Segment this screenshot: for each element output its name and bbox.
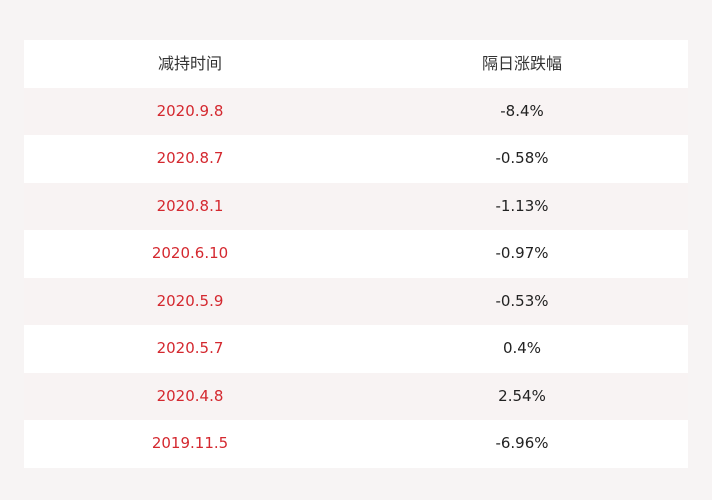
change-cell: -6.96% bbox=[495, 434, 549, 453]
table-row: 2020.5.9 -0.53% bbox=[24, 277, 688, 325]
table-row: 2020.4.8 2.54% bbox=[24, 372, 688, 420]
change-cell: 0.4% bbox=[502, 339, 542, 358]
change-cell: -0.97% bbox=[495, 244, 549, 263]
date-cell: 2020.5.7 bbox=[156, 339, 224, 358]
table-row: 2019.11.5 -6.96% bbox=[24, 420, 688, 468]
date-cell: 2020.4.8 bbox=[156, 386, 224, 405]
table-row: 2020.8.1 -1.13% bbox=[24, 182, 688, 230]
change-cell: -0.53% bbox=[495, 291, 549, 310]
date-cell: 2019.11.5 bbox=[151, 434, 229, 453]
date-cell: 2020.6.10 bbox=[151, 244, 229, 263]
table-header-row: 减持时间 隔日涨跌幅 bbox=[24, 40, 688, 88]
table-row: 2020.6.10 -0.97% bbox=[24, 230, 688, 278]
change-cell: -1.13% bbox=[495, 196, 549, 215]
table-row: 2020.8.7 -0.58% bbox=[24, 135, 688, 183]
header-date: 减持时间 bbox=[157, 53, 222, 73]
date-cell: 2020.8.7 bbox=[156, 149, 224, 168]
table-row: 2020.9.8 -8.4% bbox=[24, 87, 688, 135]
date-cell: 2020.9.8 bbox=[156, 101, 224, 120]
change-cell: -0.58% bbox=[495, 149, 549, 168]
change-cell: 2.54% bbox=[498, 386, 546, 405]
date-cell: 2020.5.9 bbox=[156, 291, 224, 310]
change-cell: -8.4% bbox=[500, 101, 544, 120]
date-cell: 2020.8.1 bbox=[156, 196, 224, 215]
table-row: 2020.5.7 0.4% bbox=[24, 325, 688, 373]
reduction-table: 减持时间 隔日涨跌幅 2020.9.8 -8.4% 2020.8.7 -0.58… bbox=[24, 40, 688, 468]
header-change: 隔日涨跌幅 bbox=[481, 53, 562, 73]
